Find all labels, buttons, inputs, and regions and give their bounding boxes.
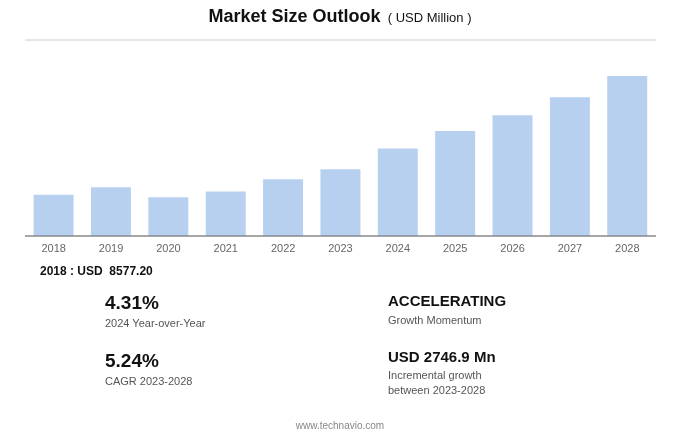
html-text:CAGR 2023-2028: CAGR 2023-2028 <box>105 375 193 387</box>
svg-text:2018: 2018 <box>41 242 65 254</box>
svg-text:2026: 2026 <box>500 242 524 254</box>
html-text:5.24%: 5.24% <box>105 350 159 371</box>
svg-text:2022: 2022 <box>271 242 295 254</box>
svg-text:2019: 2019 <box>99 242 123 254</box>
html-text:www.technavio.com: www.technavio.com <box>295 420 385 431</box>
svg-text:2027: 2027 <box>558 242 582 254</box>
html-text:4.31%: 4.31% <box>105 292 159 313</box>
html-text:2018 : USD 8577.20: 2018 : USD 8577.20 <box>40 264 153 278</box>
svg-text:2024: 2024 <box>386 242 410 254</box>
svg-text:2025: 2025 <box>443 242 467 254</box>
html-text:ACCELERATING: ACCELERATING <box>388 292 507 309</box>
html-text:between 2023-2028: between 2023-2028 <box>388 384 486 396</box>
html-text:Incremental growth: Incremental growth <box>388 369 482 381</box>
svg-text:2020: 2020 <box>156 242 180 254</box>
html-text:2024 Year-over-Year: 2024 Year-over-Year <box>105 317 206 329</box>
html-text:Market Size Outlook ( USD Mill: Market Size Outlook ( USD Million ) <box>208 6 472 26</box>
html-text:Growth Momentum: Growth Momentum <box>388 314 482 326</box>
html-text:USD 2746.9 Mn: USD 2746.9 Mn <box>388 348 496 365</box>
svg-text:2023: 2023 <box>328 242 352 254</box>
svg-text:2021: 2021 <box>214 242 238 254</box>
svg-text:2028: 2028 <box>615 242 639 254</box>
